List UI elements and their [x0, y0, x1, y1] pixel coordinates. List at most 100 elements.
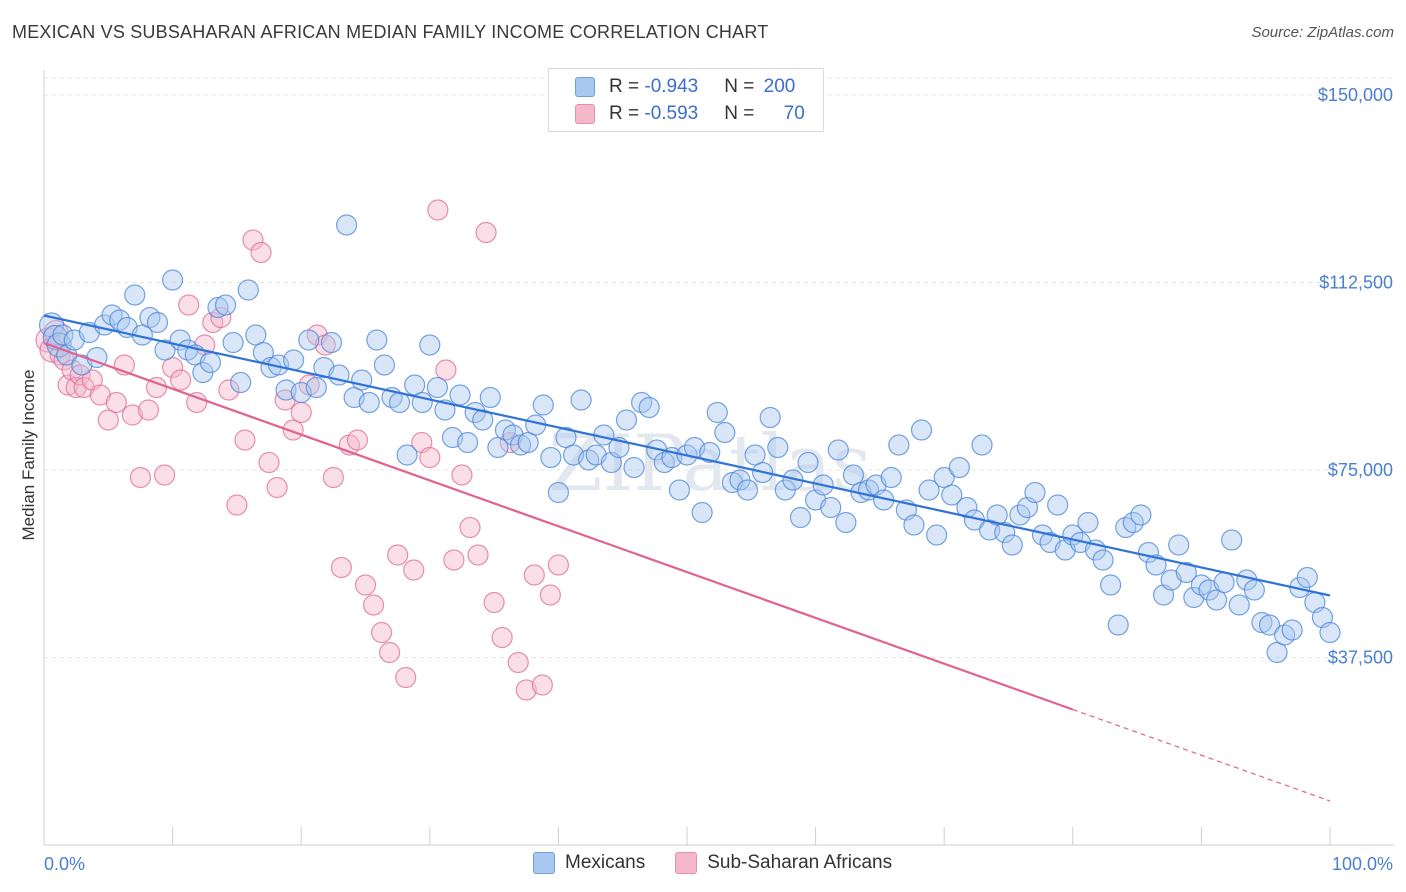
mexicans-point	[1100, 574, 1122, 596]
subsaharan-point	[483, 591, 505, 614]
subsaharan-point	[491, 626, 513, 649]
mexicans-point	[668, 479, 691, 501]
legend-item-subsaharan[interactable]: Sub-Saharan Africans	[675, 852, 892, 874]
subsaharan-point	[170, 369, 192, 391]
mexicans-point	[154, 339, 176, 361]
mexicans-point	[842, 464, 865, 486]
mexicans-point	[109, 309, 131, 331]
subsaharan-point	[403, 559, 425, 581]
subsaharan-point	[435, 359, 457, 381]
mexicans-point	[358, 391, 380, 414]
legend-n-label: N =	[724, 76, 760, 97]
mexicans-point	[532, 394, 554, 416]
mexicans-point	[714, 421, 736, 444]
mexicans-point	[888, 434, 910, 456]
legend-swatch-mexicans	[533, 852, 555, 874]
mexicans-point	[1024, 481, 1046, 504]
mexicans-point	[457, 431, 479, 454]
legend-label-subsaharan: Sub-Saharan Africans	[707, 852, 893, 873]
mexicans-point	[948, 456, 970, 479]
mexicans-point	[1205, 589, 1228, 611]
mexicans-point	[298, 329, 320, 351]
mexicans-point	[1296, 566, 1318, 589]
x-tick-label: 0.0%	[44, 854, 85, 874]
mexicans-point	[1251, 611, 1273, 634]
subsaharan-point	[451, 464, 473, 486]
subsaharan-point	[282, 419, 304, 441]
mexicans-point	[283, 349, 305, 371]
mexicans-point	[517, 431, 539, 454]
mexicans-point	[1266, 641, 1288, 664]
mexicans-point	[1145, 554, 1167, 576]
mexicans-point	[419, 334, 441, 356]
source-label: Source: ZipAtlas.com	[1251, 24, 1394, 41]
subsaharan-point	[290, 401, 312, 424]
mexicans-point	[1077, 511, 1099, 534]
mexicans-point	[207, 296, 229, 319]
mexicans-point	[941, 484, 963, 506]
mexicans-point	[1281, 619, 1303, 641]
mexicans-point	[245, 324, 267, 346]
mexicans-point	[736, 479, 759, 501]
subsaharan-point	[523, 564, 545, 586]
subsaharan-point	[346, 429, 369, 451]
mexicans-point	[230, 371, 252, 394]
mexicans-point	[1092, 549, 1114, 571]
legend-n-value: 70	[783, 103, 805, 124]
mexicans-point	[570, 389, 592, 411]
subsaharan-point	[515, 679, 537, 701]
axes	[43, 70, 1394, 846]
subsaharan-point	[178, 294, 200, 316]
mexicans-point	[623, 456, 645, 479]
legend-r-value: -0.943	[644, 76, 699, 97]
subsaharan-point	[330, 556, 352, 579]
legend-r-label: R =	[609, 76, 645, 97]
y-tick-label: $75,000	[1328, 460, 1393, 480]
mexicans-point	[373, 354, 396, 376]
subsaharan-point	[379, 641, 401, 664]
mexicans-point	[926, 524, 948, 546]
series-mexicans-points	[38, 214, 1341, 664]
mexicans-trend-line	[43, 314, 1331, 597]
legend-row-mexicans: R = -0.943 N = 200	[575, 74, 795, 100]
subsaharan-point	[531, 674, 553, 696]
x-tick-labels: 0.0% 100.0%	[44, 854, 1393, 874]
legend-r-label: R =	[609, 103, 645, 124]
subsaharan-point	[419, 446, 441, 469]
x-tick-label: 100.0%	[1332, 854, 1393, 874]
subsaharan-point	[427, 199, 449, 221]
legend-r-value: -0.593	[644, 103, 699, 124]
mexicans-point	[320, 331, 343, 354]
subsaharan-point	[266, 476, 288, 499]
mexicans-point	[933, 466, 955, 489]
mexicans-point	[835, 511, 857, 534]
series-legend: Mexicans Sub-Saharan Africans	[533, 852, 922, 874]
subsaharan-point	[362, 594, 385, 616]
subsaharan-point	[443, 549, 465, 571]
mexicans-point	[1130, 504, 1152, 526]
mexicans-point	[903, 514, 925, 536]
y-tick-labels: $37,500 $75,000 $112,500 $150,000	[1318, 85, 1393, 668]
legend-swatch-mexicans	[575, 77, 595, 97]
mexicans-point	[706, 401, 728, 424]
subsaharan-trend-extension	[1072, 708, 1331, 802]
mexicans-point	[52, 324, 74, 346]
subsaharan-point	[395, 666, 417, 689]
mexicans-point	[827, 439, 849, 461]
legend-item-mexicans[interactable]: Mexicans	[533, 852, 645, 874]
mexicans-point	[789, 506, 812, 529]
subsaharan-point	[467, 544, 489, 566]
subsaharan-point	[242, 229, 264, 251]
mexicans-point	[918, 479, 940, 501]
subsaharan-point	[97, 409, 119, 431]
subsaharan-point	[475, 221, 497, 244]
mexicans-point	[222, 331, 244, 354]
subsaharan-point	[370, 621, 393, 644]
mexicans-point	[305, 376, 327, 399]
chart-title: MEXICAN VS SUBSAHARAN AFRICAN MEDIAN FAM…	[12, 22, 769, 42]
subsaharan-point	[507, 651, 529, 674]
mexicans-point	[540, 446, 562, 469]
subsaharan-trend-line	[43, 341, 1074, 711]
subsaharan-point	[226, 494, 248, 516]
